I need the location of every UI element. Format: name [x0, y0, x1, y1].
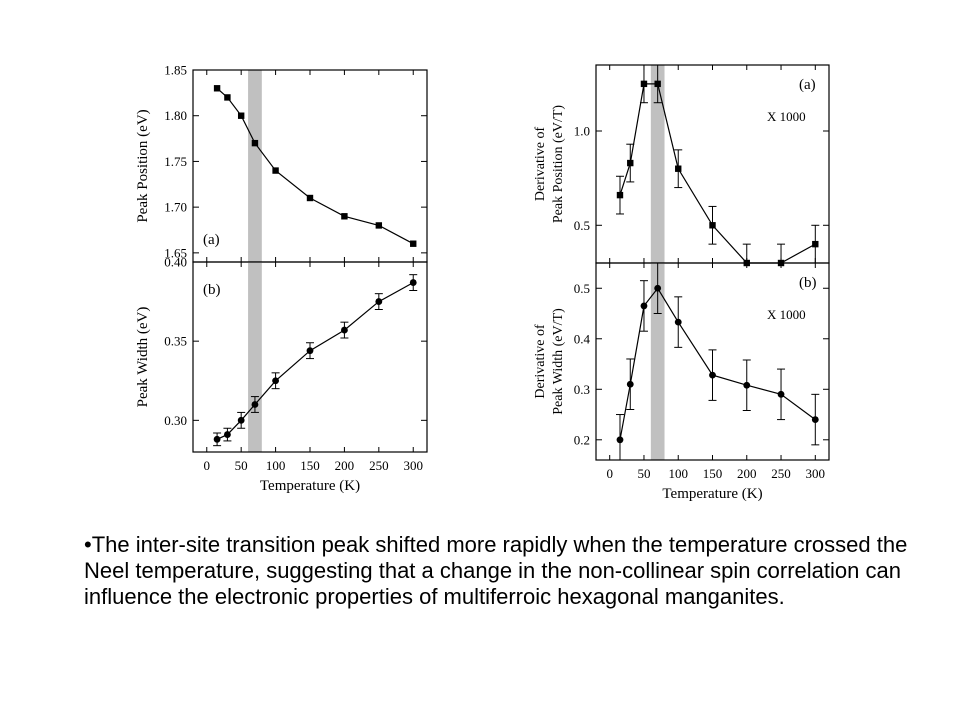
multiplier-annotation: X 1000	[767, 109, 806, 124]
x-tick-label: 50	[235, 458, 248, 473]
y-axis-label: Derivative of	[533, 127, 548, 202]
x-axis-label: Temperature (K)	[662, 486, 762, 502]
y-tick-label: 0.4	[574, 331, 591, 346]
y-tick-label: 1.85	[164, 63, 187, 78]
data-point	[306, 347, 314, 355]
caption-text: •The inter-site transition peak shifted …	[84, 532, 908, 609]
y-tick-label: 0.30	[164, 413, 187, 428]
panel-label: (b)	[799, 275, 817, 291]
data-point	[251, 401, 259, 408]
data-point	[272, 377, 279, 385]
data-point	[616, 191, 624, 199]
chart-right-b: 0 50 100 150 200 250 300 0.2 0.3 0.4 0.5 Derivative…	[533, 262, 830, 502]
data-point	[709, 371, 716, 379]
y-axis-label: Peak Position (eV)	[135, 109, 151, 222]
data-point	[213, 435, 221, 443]
data-point	[616, 436, 624, 444]
multiplier-annotation: X 1000	[767, 307, 806, 322]
y-tick-label: 1.75	[164, 154, 187, 169]
y-tick-label: 0.2	[574, 432, 590, 447]
data-point	[626, 380, 634, 388]
data-point	[306, 194, 314, 202]
x-tick-label: 250	[369, 458, 389, 473]
x-tick-label: 100	[266, 458, 286, 473]
y-tick-label: 0.40	[164, 255, 187, 270]
data-point	[375, 222, 383, 229]
data-point	[341, 213, 348, 220]
y-tick-label: 0.35	[164, 334, 187, 349]
x-tick-label: 50	[637, 466, 650, 481]
neel-band	[248, 262, 262, 452]
chart-left-b: 0 50 100 150 200 250 300 0.30 0.35 0.40 Peak Width…	[135, 255, 428, 494]
data-point	[812, 240, 819, 248]
data-point	[654, 284, 662, 292]
x-tick-label: 0	[204, 458, 211, 473]
data-point	[375, 298, 383, 305]
panel-label: (a)	[203, 232, 220, 248]
data-point	[709, 222, 716, 229]
panel-label: (a)	[799, 77, 816, 93]
y-axis-label: Peak Width (eV/T)	[551, 308, 566, 415]
data-point	[272, 167, 279, 174]
data-point	[674, 318, 682, 326]
x-tick-label: 0	[606, 466, 613, 481]
y-tick-label: 0.5	[574, 281, 590, 296]
data-point	[237, 416, 245, 424]
neel-band	[248, 70, 262, 262]
data-point	[811, 416, 819, 423]
y-axis-label: Peak Width (eV)	[135, 307, 151, 408]
x-tick-label: 150	[703, 466, 723, 481]
data-point	[410, 240, 417, 247]
series-line	[216, 87, 414, 245]
x-tick-label: 100	[668, 466, 688, 481]
y-tick-label: 0.5	[574, 218, 590, 233]
neel-band	[650, 263, 665, 460]
data-point	[640, 80, 648, 88]
neel-band	[650, 65, 665, 263]
y-axis-label: Peak Position (eV/T)	[551, 105, 566, 224]
y-tick-label: 1.80	[164, 108, 187, 123]
x-tick-label: 200	[335, 458, 355, 473]
data-point	[777, 390, 785, 398]
data-point	[251, 139, 259, 147]
y-tick-label: 1.70	[164, 200, 187, 215]
data-point	[224, 94, 231, 101]
y-tick-label: 1.65	[164, 245, 187, 260]
series-line	[216, 282, 414, 440]
figure-charts: 1.65 1.70 1.75 1.80 1.85 Peak Position (eV) (a…	[135, 63, 830, 502]
data-point	[640, 302, 648, 310]
x-tick-label: 250	[771, 466, 791, 481]
data-point	[237, 112, 245, 119]
y-tick-label: 0.3	[574, 382, 590, 397]
data-point	[409, 279, 417, 286]
data-point	[743, 381, 751, 389]
data-point	[654, 80, 661, 88]
data-point	[224, 431, 231, 438]
y-axis-label: Derivative of	[533, 324, 548, 399]
x-axis-label: Temperature (K)	[260, 478, 360, 494]
x-tick-label: 300	[403, 458, 423, 473]
chart-left-a: 1.65 1.70 1.75 1.80 1.85 Peak Position (eV) (a…	[135, 63, 428, 263]
x-tick-label: 150	[300, 458, 320, 473]
panel-label: (b)	[203, 282, 221, 298]
y-tick-label: 1.0	[574, 124, 590, 139]
chart-right-a: 0.5 1.0 Derivative of Peak Position (eV/T) (…	[533, 64, 830, 267]
x-tick-label: 300	[806, 466, 826, 481]
data-point	[627, 159, 634, 167]
data-point	[675, 165, 682, 172]
data-point	[213, 85, 221, 92]
x-tick-label: 200	[737, 466, 757, 481]
data-point	[341, 326, 348, 334]
